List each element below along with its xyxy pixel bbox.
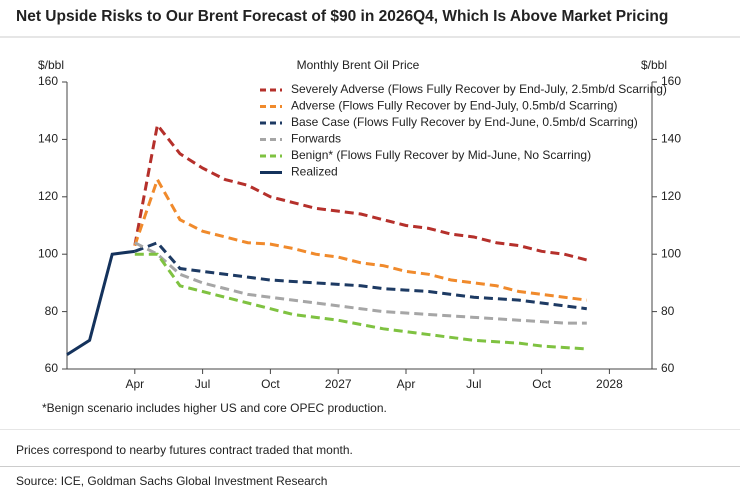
x-tick-label: Jul — [195, 377, 210, 391]
source: Source: ICE, Goldman Sachs Global Invest… — [16, 474, 328, 488]
series-line — [134, 241, 587, 325]
x-tick-label: Apr — [397, 377, 416, 391]
footnote: *Benign scenario includes higher US and … — [42, 401, 387, 415]
x-tick-label: 2028 — [596, 377, 623, 391]
separator — [0, 466, 740, 467]
note: Prices correspond to nearby futures cont… — [16, 443, 353, 457]
title: Net Upside Risks to Our Brent Forecast o… — [16, 8, 669, 25]
y-label: $/bbl — [38, 58, 64, 72]
y-tick-label: 120 — [38, 189, 58, 203]
legend-label: Adverse (Flows Fully Recover by End-July… — [291, 99, 618, 113]
series-line — [133, 175, 587, 302]
x-tick-label: Oct — [532, 377, 551, 391]
x-tick-label: 2027 — [325, 377, 352, 391]
legend-label: Benign* (Flows Fully Recover by Mid-June… — [291, 148, 591, 162]
y-tick-label: 60 — [45, 361, 59, 375]
y2-tick-label: 80 — [661, 304, 675, 318]
y-tick-label: 80 — [45, 304, 59, 318]
x-tick-label: Apr — [125, 377, 144, 391]
chart: Monthly Brent Oil Price $/bbl $/bbl *Ben… — [0, 36, 740, 430]
y2-label: $/bbl — [641, 58, 667, 72]
legend-label: Base Case (Flows Fully Recover by End-Ju… — [291, 115, 638, 129]
y2-tick-label: 140 — [661, 132, 681, 146]
legend-label: Realized — [291, 165, 338, 179]
y2-tick-label: 100 — [661, 246, 681, 260]
series-line — [134, 240, 587, 311]
series-line — [134, 252, 587, 351]
legend-label: Severely Adverse (Flows Fully Recover by… — [291, 82, 667, 96]
y2-tick-label: 160 — [661, 74, 681, 88]
y2-tick-label: 120 — [661, 189, 681, 203]
y-tick-label: 100 — [38, 246, 58, 260]
y2-tick-label: 60 — [661, 361, 675, 375]
chart-title: Monthly Brent Oil Price — [297, 58, 420, 72]
y-tick-label: 140 — [38, 132, 58, 146]
legend-label: Forwards — [291, 132, 341, 146]
series-line — [133, 121, 588, 262]
series-line — [66, 249, 135, 356]
x-tick-label: Oct — [261, 377, 280, 391]
x-tick-label: Jul — [466, 377, 481, 391]
y-tick-label: 160 — [38, 74, 58, 88]
